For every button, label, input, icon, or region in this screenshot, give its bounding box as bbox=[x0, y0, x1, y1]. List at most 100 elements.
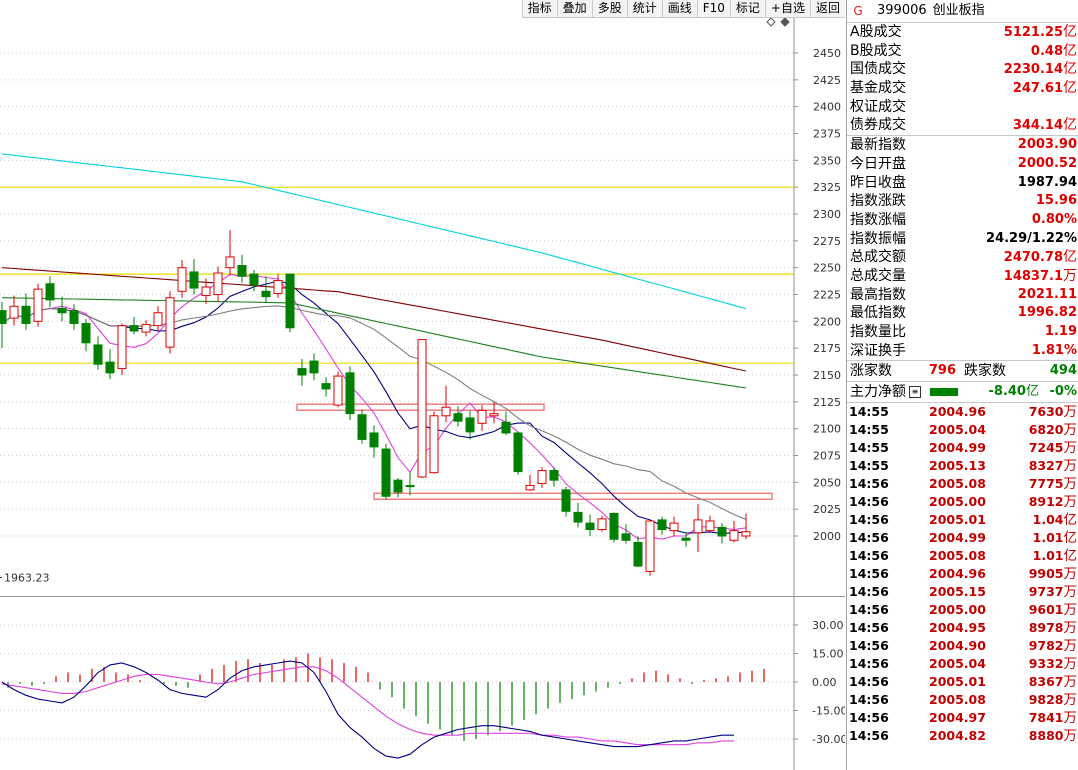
diamond-icon bbox=[766, 17, 776, 27]
tick-row: 14:56 2005.00 8912万 bbox=[847, 493, 1078, 511]
candle bbox=[393, 478, 403, 498]
index-label: 总成交量 bbox=[850, 267, 906, 284]
tick-unit: 万 bbox=[1063, 674, 1078, 691]
market-label: 国债成交 bbox=[850, 61, 906, 78]
toolbar-button-0[interactable]: 指标 bbox=[521, 0, 557, 18]
chart-area[interactable]: 2450 2425 2400 2375 2350 2325 2300 2275 2250 2225… bbox=[0, 0, 845, 770]
index-label: 最新指数 bbox=[850, 137, 906, 154]
candle bbox=[105, 349, 115, 380]
candle bbox=[261, 276, 271, 303]
toolbar-button-4[interactable]: 画线 bbox=[661, 0, 697, 18]
candle bbox=[537, 467, 547, 488]
tick-row: 14:56 2005.08 9828万 bbox=[847, 691, 1078, 709]
market-label: 基金成交 bbox=[850, 80, 906, 97]
tick-unit: 亿 bbox=[1063, 530, 1078, 547]
tick-time: 14:55 bbox=[849, 422, 889, 438]
toolbar-button-3[interactable]: 统计 bbox=[626, 0, 662, 18]
macd-chart[interactable]: 30.00 15.00 0.00 -15.00 -30.00 bbox=[0, 597, 845, 770]
tick-unit: 万 bbox=[1063, 494, 1078, 511]
main-flow: 主力净额 ≡ -8.40亿 -0% bbox=[847, 382, 1078, 404]
tick-unit: 万 bbox=[1063, 440, 1078, 457]
low-annotation: 1963.23 bbox=[4, 571, 50, 584]
diamond-filled-icon bbox=[780, 17, 790, 27]
index-label: 最高指数 bbox=[850, 286, 906, 303]
market-value: 5121.25 bbox=[1003, 25, 1063, 40]
up-label: 涨家数 bbox=[850, 363, 892, 380]
tick-time: 14:55 bbox=[849, 440, 889, 456]
tick-amount: 9828 bbox=[1028, 692, 1064, 708]
market-unit: 亿 bbox=[1063, 42, 1077, 59]
candle bbox=[345, 366, 355, 421]
candle bbox=[705, 515, 715, 533]
candle bbox=[585, 514, 595, 536]
y-tick-label: 2275 bbox=[813, 235, 841, 248]
tick-list[interactable]: 14:55 2004.96 7630万 14:55 2005.04 6820万 14:55 2… bbox=[847, 403, 1078, 745]
index-code: 399006 bbox=[877, 3, 927, 18]
index-value: 1987.94 bbox=[1017, 174, 1077, 190]
market-unit: 亿 bbox=[1063, 80, 1077, 97]
ma250-line bbox=[1, 153, 747, 310]
tick-price: 2005.00 bbox=[929, 494, 986, 510]
index-row: 最低指数 1996.82 bbox=[847, 304, 1078, 323]
macd-tick-label: 0.00 bbox=[812, 676, 837, 689]
y-tick-label: 2050 bbox=[813, 476, 841, 489]
tick-time: 14:55 bbox=[849, 404, 889, 420]
tick-unit: 万 bbox=[1063, 584, 1078, 601]
toolbar-button-8[interactable]: 返回 bbox=[809, 0, 845, 18]
tick-unit: 万 bbox=[1063, 458, 1078, 475]
tick-time: 14:55 bbox=[849, 458, 889, 474]
tick-amount: 9737 bbox=[1028, 584, 1064, 600]
tick-time: 14:56 bbox=[849, 728, 889, 744]
tick-unit: 万 bbox=[1063, 566, 1078, 583]
tick-time: 14:56 bbox=[849, 638, 889, 654]
tick-time: 14:56 bbox=[849, 548, 889, 564]
index-label: 深证换手 bbox=[850, 342, 906, 359]
candle bbox=[309, 353, 319, 381]
toolbar: 指标 叠加 多股 统计 画线 F10 标记 +自选 返回 bbox=[521, 0, 845, 18]
tick-price: 2004.82 bbox=[929, 728, 986, 744]
tick-time: 14:56 bbox=[849, 710, 889, 726]
tick-price: 2005.15 bbox=[929, 584, 986, 600]
tick-amount: 7630 bbox=[1028, 404, 1064, 420]
toolbar-button-6[interactable]: 标记 bbox=[729, 0, 765, 18]
index-marker: G bbox=[853, 4, 863, 18]
y-tick-label: 2025 bbox=[813, 503, 841, 516]
candle bbox=[453, 406, 463, 427]
macd-tick-label: 15.00 bbox=[812, 648, 844, 661]
tick-amount: 1.01 bbox=[1032, 530, 1064, 546]
tick-time: 14:56 bbox=[849, 566, 889, 582]
toolbar-button-2[interactable]: 多股 bbox=[591, 0, 627, 18]
tick-time: 14:56 bbox=[849, 656, 889, 672]
tick-row: 14:56 2005.15 9737万 bbox=[847, 583, 1078, 601]
y-tick-label: 2450 bbox=[813, 47, 841, 60]
market-row: 债券成交 344.14亿 bbox=[847, 116, 1078, 135]
market-unit: 亿 bbox=[1063, 24, 1077, 40]
tick-amount: 8880 bbox=[1028, 728, 1064, 744]
tick-price: 2004.99 bbox=[929, 440, 986, 456]
tick-time: 14:56 bbox=[849, 476, 889, 492]
flow-toggle-icon[interactable]: ≡ bbox=[909, 386, 921, 399]
index-row: 最高指数 2021.11 bbox=[847, 286, 1078, 305]
index-label: 总成交额 bbox=[850, 249, 906, 266]
toolbar-button-1[interactable]: 叠加 bbox=[556, 0, 592, 18]
y-tick-label: 2375 bbox=[813, 128, 841, 141]
tick-price: 2005.08 bbox=[929, 548, 986, 564]
index-row: 总成交额 2470.78亿 bbox=[847, 248, 1078, 267]
candle bbox=[417, 339, 427, 479]
tick-time: 14:56 bbox=[849, 494, 889, 510]
kline-chart[interactable]: 2450 2425 2400 2375 2350 2325 2300 2275 2250 2225… bbox=[0, 0, 845, 597]
candle bbox=[441, 385, 451, 423]
tick-amount: 8978 bbox=[1028, 620, 1064, 636]
tick-unit: 万 bbox=[1063, 620, 1078, 637]
candle bbox=[297, 358, 307, 386]
toolbar-button-7[interactable]: +自选 bbox=[764, 0, 810, 18]
toolbar-button-5[interactable]: F10 bbox=[696, 0, 730, 18]
index-label: 指数振幅 bbox=[850, 230, 906, 247]
kline-background bbox=[0, 0, 845, 597]
tick-row: 14:55 2005.13 8327万 bbox=[847, 457, 1078, 475]
tick-time: 14:56 bbox=[849, 584, 889, 600]
tick-row: 14:56 2004.95 8978万 bbox=[847, 619, 1078, 637]
candle bbox=[129, 317, 139, 335]
index-row: 指数涨跌 15.96 bbox=[847, 192, 1078, 211]
tick-unit: 万 bbox=[1063, 692, 1078, 709]
